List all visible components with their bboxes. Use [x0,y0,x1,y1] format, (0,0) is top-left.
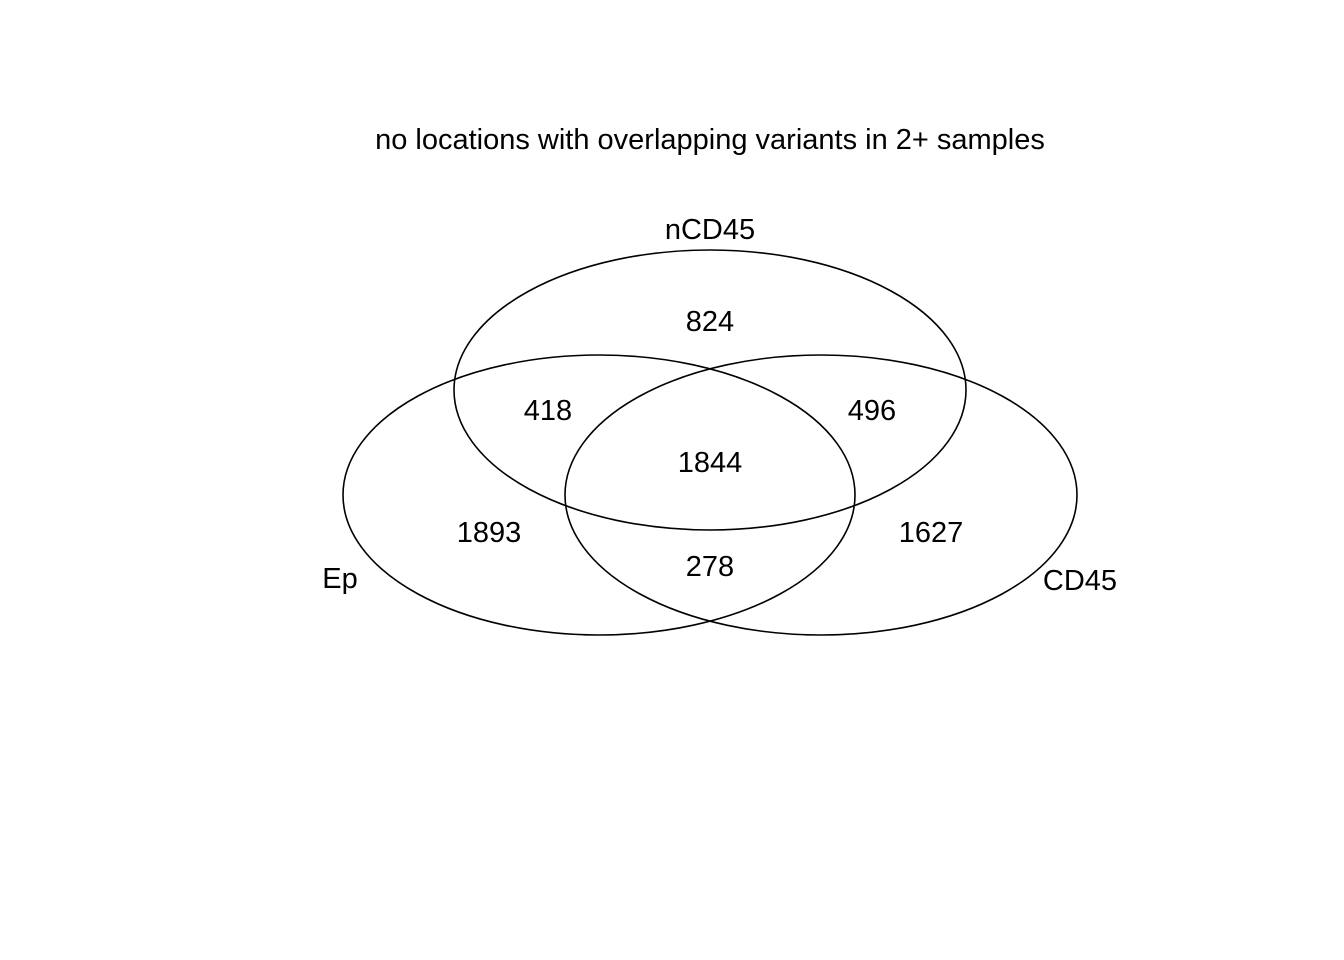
set-label-ncd45: nCD45 [665,214,755,246]
set-cd45-ellipse [564,354,1078,636]
set-ep-ellipse [342,354,856,636]
set-label-cd45: CD45 [1043,565,1117,597]
set-label-ep: Ep [322,563,357,595]
region-all-three: 1844 [678,447,743,479]
region-cd45-ncd45: 496 [848,395,896,427]
region-only-ep: 1893 [457,517,522,549]
region-only-ncd45: 824 [686,306,734,338]
diagram-title: no locations with overlapping variants i… [375,124,1045,156]
region-ep-ncd45: 418 [524,395,572,427]
region-only-cd45: 1627 [899,517,964,549]
set-ncd45-ellipse [453,249,967,531]
region-ep-cd45: 278 [686,551,734,583]
